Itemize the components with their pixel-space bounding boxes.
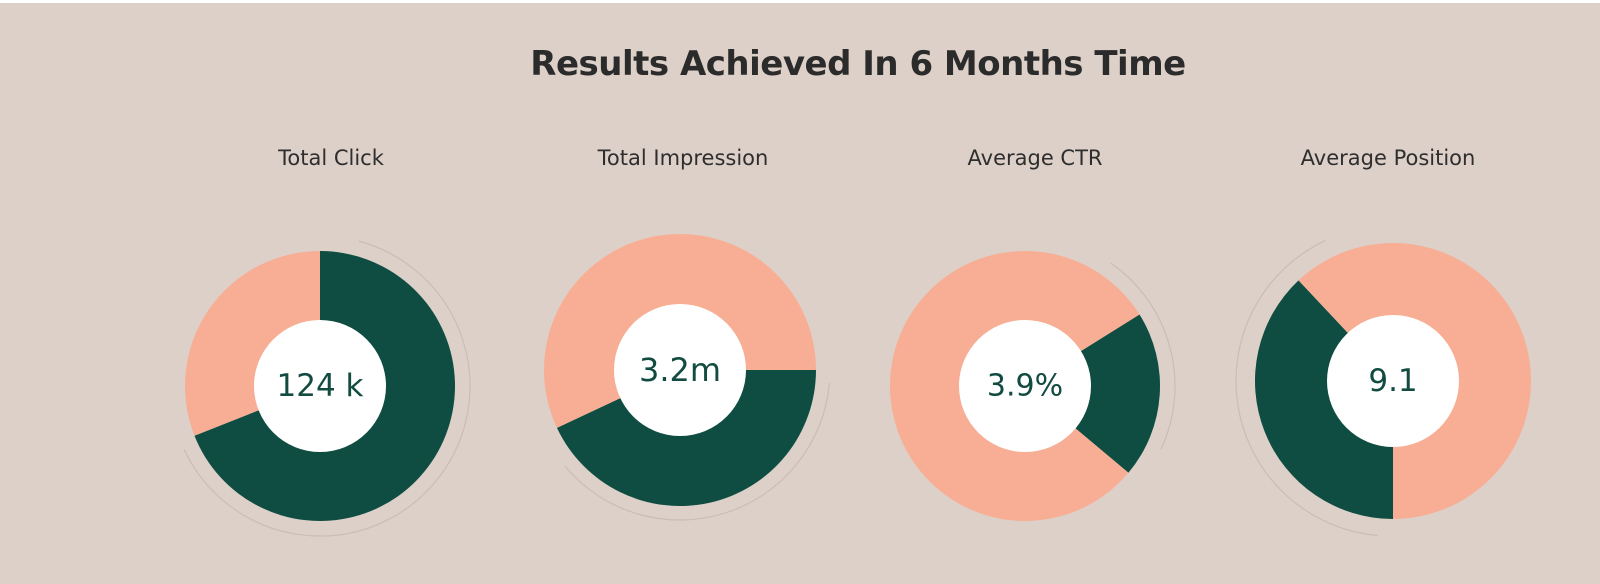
center-value: 9.1 (1368, 363, 1417, 399)
donut-chart-average-position: 9.1 (1235, 239, 1531, 537)
donut-hole (614, 304, 746, 436)
donut-chart-average-ctr: 3.9% (890, 250, 1176, 522)
donut-chart-total-impression: 3.2m (543, 233, 831, 521)
slice-dark-green (556, 370, 816, 506)
slice-dark-green (1025, 314, 1160, 473)
outer-ring (1235, 239, 1378, 537)
center-value: 3.2m (639, 351, 721, 389)
donut-hole (959, 320, 1091, 452)
chart-title-total-click: Total Click (278, 146, 384, 170)
slice-dark-green (1255, 280, 1393, 519)
outer-ring (183, 240, 471, 537)
center-value: 124 k (277, 368, 364, 404)
outer-ring (564, 383, 831, 521)
page-title: Results Achieved In 6 Months Time (530, 44, 1186, 84)
chart-title-average-ctr: Average CTR (967, 146, 1103, 170)
donut-chart-total-click: 124 k (183, 240, 471, 537)
donut-hole (254, 320, 386, 452)
chart-title-total-impression: Total Impression (597, 146, 769, 170)
donut-hole (1327, 315, 1459, 447)
outer-ring (1110, 262, 1176, 450)
center-value: 3.9% (987, 369, 1063, 404)
chart-title-average-position: Average Position (1300, 146, 1476, 170)
